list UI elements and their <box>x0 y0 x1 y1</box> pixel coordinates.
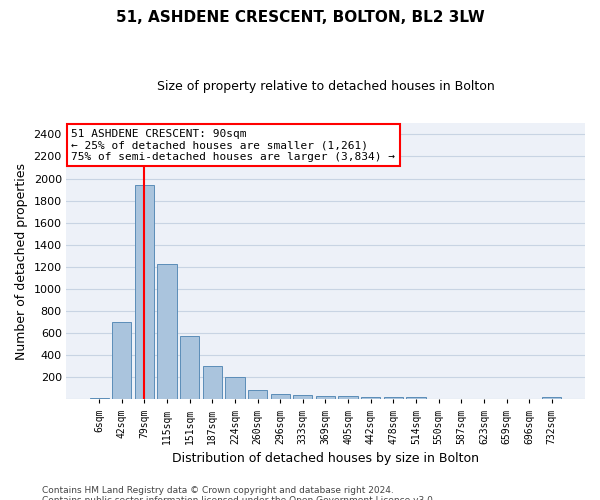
Bar <box>293 395 313 400</box>
Bar <box>406 396 425 400</box>
Bar <box>520 399 539 400</box>
Bar <box>180 336 199 400</box>
Text: Contains public sector information licensed under the Open Government Licence v3: Contains public sector information licen… <box>42 496 436 500</box>
X-axis label: Distribution of detached houses by size in Bolton: Distribution of detached houses by size … <box>172 452 479 465</box>
Bar <box>474 399 494 400</box>
Bar <box>226 378 245 400</box>
Bar <box>542 396 562 400</box>
Bar <box>361 397 380 400</box>
Bar <box>429 399 448 400</box>
Bar <box>452 399 471 400</box>
Bar <box>316 396 335 400</box>
Bar <box>338 396 358 400</box>
Bar <box>497 399 516 400</box>
Text: 51 ASHDENE CRESCENT: 90sqm
← 25% of detached houses are smaller (1,261)
75% of s: 51 ASHDENE CRESCENT: 90sqm ← 25% of deta… <box>71 129 395 162</box>
Bar <box>248 390 267 400</box>
Y-axis label: Number of detached properties: Number of detached properties <box>15 163 28 360</box>
Bar <box>157 264 176 400</box>
Bar <box>203 366 222 400</box>
Bar <box>271 394 290 400</box>
Title: Size of property relative to detached houses in Bolton: Size of property relative to detached ho… <box>157 80 494 93</box>
Text: 51, ASHDENE CRESCENT, BOLTON, BL2 3LW: 51, ASHDENE CRESCENT, BOLTON, BL2 3LW <box>116 10 484 25</box>
Bar <box>135 185 154 400</box>
Text: Contains HM Land Registry data © Crown copyright and database right 2024.: Contains HM Land Registry data © Crown c… <box>42 486 394 495</box>
Bar <box>112 322 131 400</box>
Bar <box>384 397 403 400</box>
Bar <box>89 398 109 400</box>
